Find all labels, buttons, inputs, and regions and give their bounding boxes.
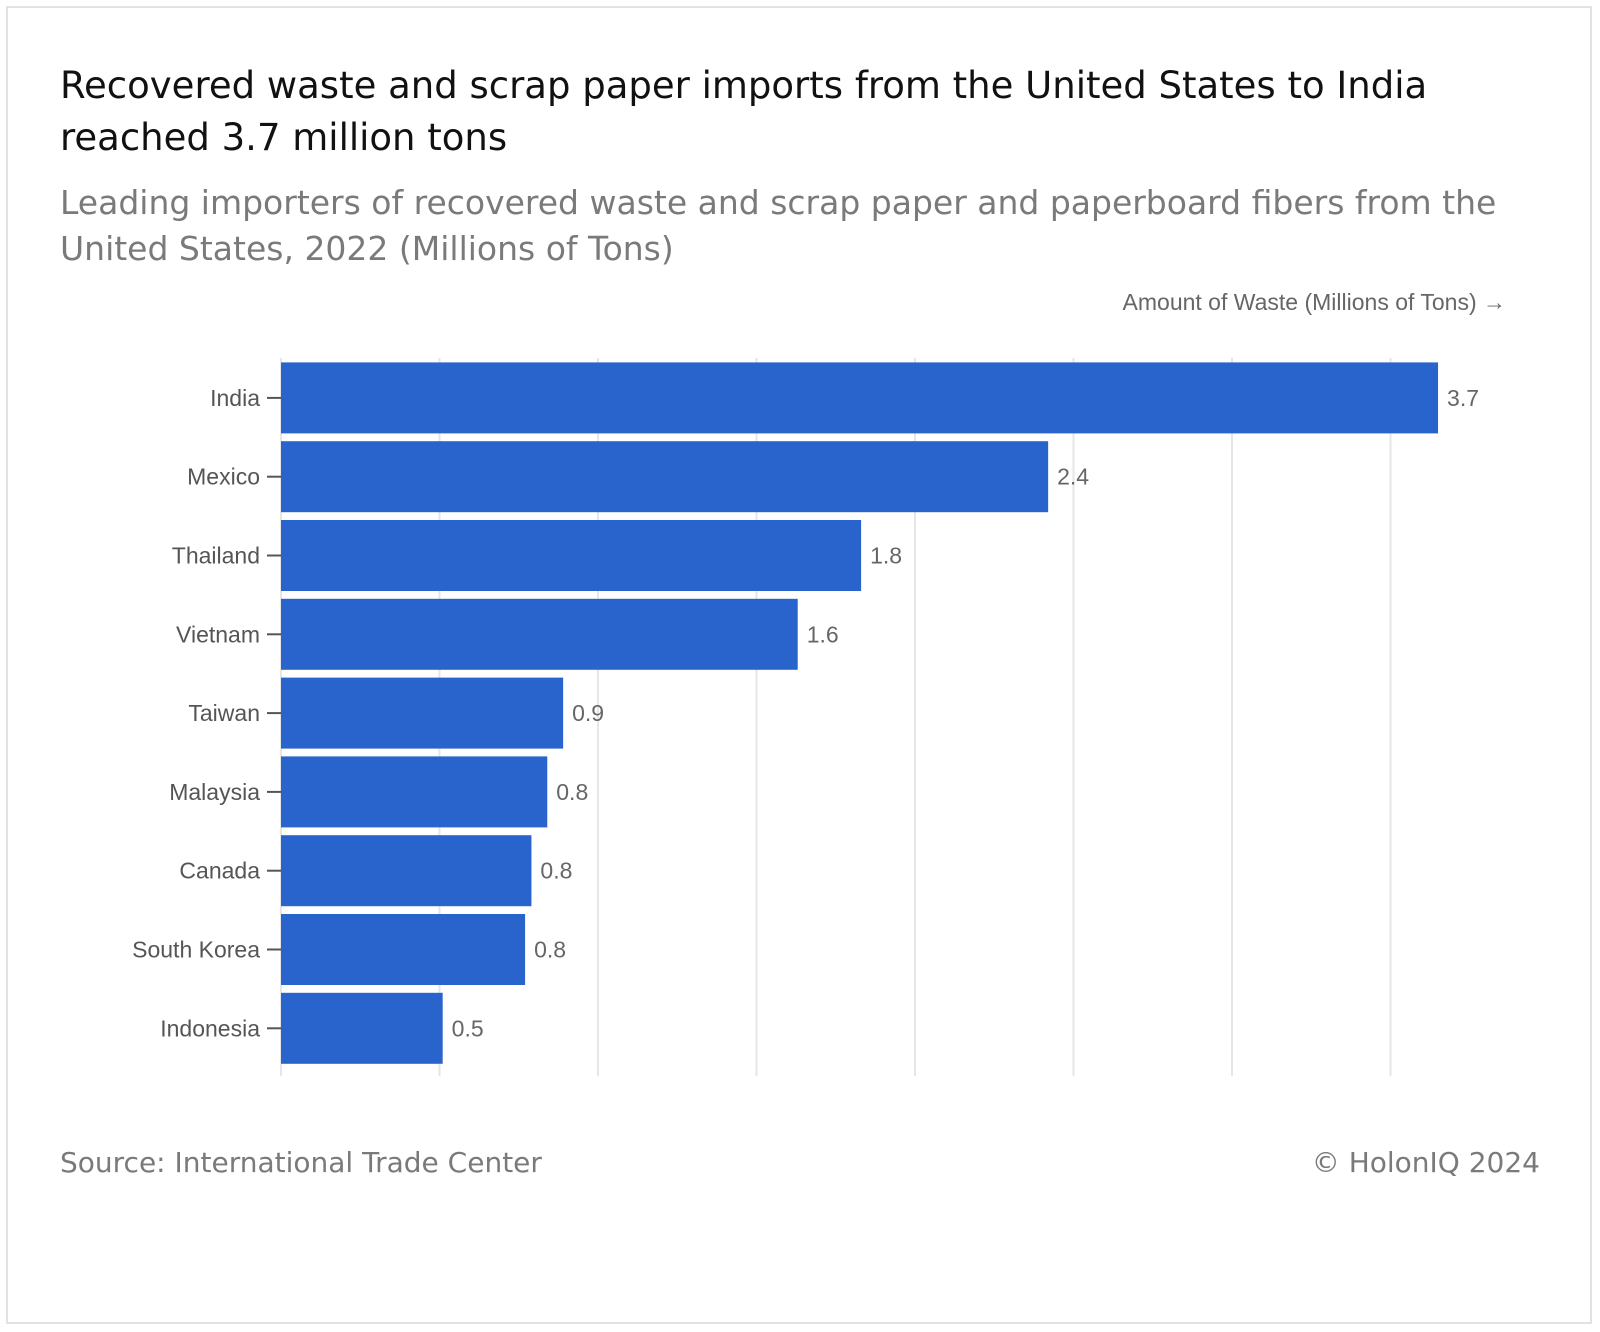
x-axis-label: Amount of Waste (Millions of Tons) → (1123, 289, 1506, 315)
y-tick-label: Indonesia (160, 1015, 260, 1041)
bar (281, 756, 548, 828)
data-label: 0.8 (534, 937, 566, 963)
bar-chart: Amount of Waste (Millions of Tons) → Ind… (132, 289, 1506, 1076)
data-label: 1.6 (807, 621, 839, 647)
data-label: 1.8 (870, 543, 902, 569)
y-tick-label: Vietnam (176, 621, 260, 647)
bars: India 3.7 Mexico 2.4 Thailand 1.8 Vietnam 1.6 Ta… (132, 362, 1479, 1064)
bar (281, 914, 526, 985)
bar (281, 520, 862, 591)
y-tick-label: Mexico (187, 464, 260, 490)
y-tick-label: Taiwan (188, 700, 260, 726)
bar (281, 992, 443, 1064)
y-tick-label: Thailand (172, 543, 260, 569)
data-label: 0.9 (572, 700, 604, 726)
y-tick-label: South Korea (132, 937, 260, 963)
y-tick-label: Malaysia (169, 779, 260, 805)
bar (281, 441, 1049, 513)
chart-title: Recovered waste and scrap paper imports … (60, 64, 1428, 159)
data-label: 0.8 (540, 858, 572, 884)
data-label: 2.4 (1057, 464, 1089, 490)
y-tick-label: India (210, 385, 260, 411)
bar (281, 835, 532, 907)
bar (281, 677, 564, 749)
data-label: 0.8 (556, 779, 588, 805)
data-label: 3.7 (1447, 385, 1479, 411)
data-label: 0.5 (452, 1015, 484, 1041)
chart-subtitle: Leading importers of recovered waste and… (60, 183, 1497, 268)
chart-card: Recovered waste and scrap paper imports … (6, 6, 1592, 1324)
copyright-note: © HolonIQ 2024 (1311, 1146, 1540, 1179)
bar (281, 362, 1439, 434)
bar (281, 598, 798, 670)
y-tick-label: Canada (179, 858, 260, 884)
source-note: Source: International Trade Center (60, 1146, 542, 1179)
